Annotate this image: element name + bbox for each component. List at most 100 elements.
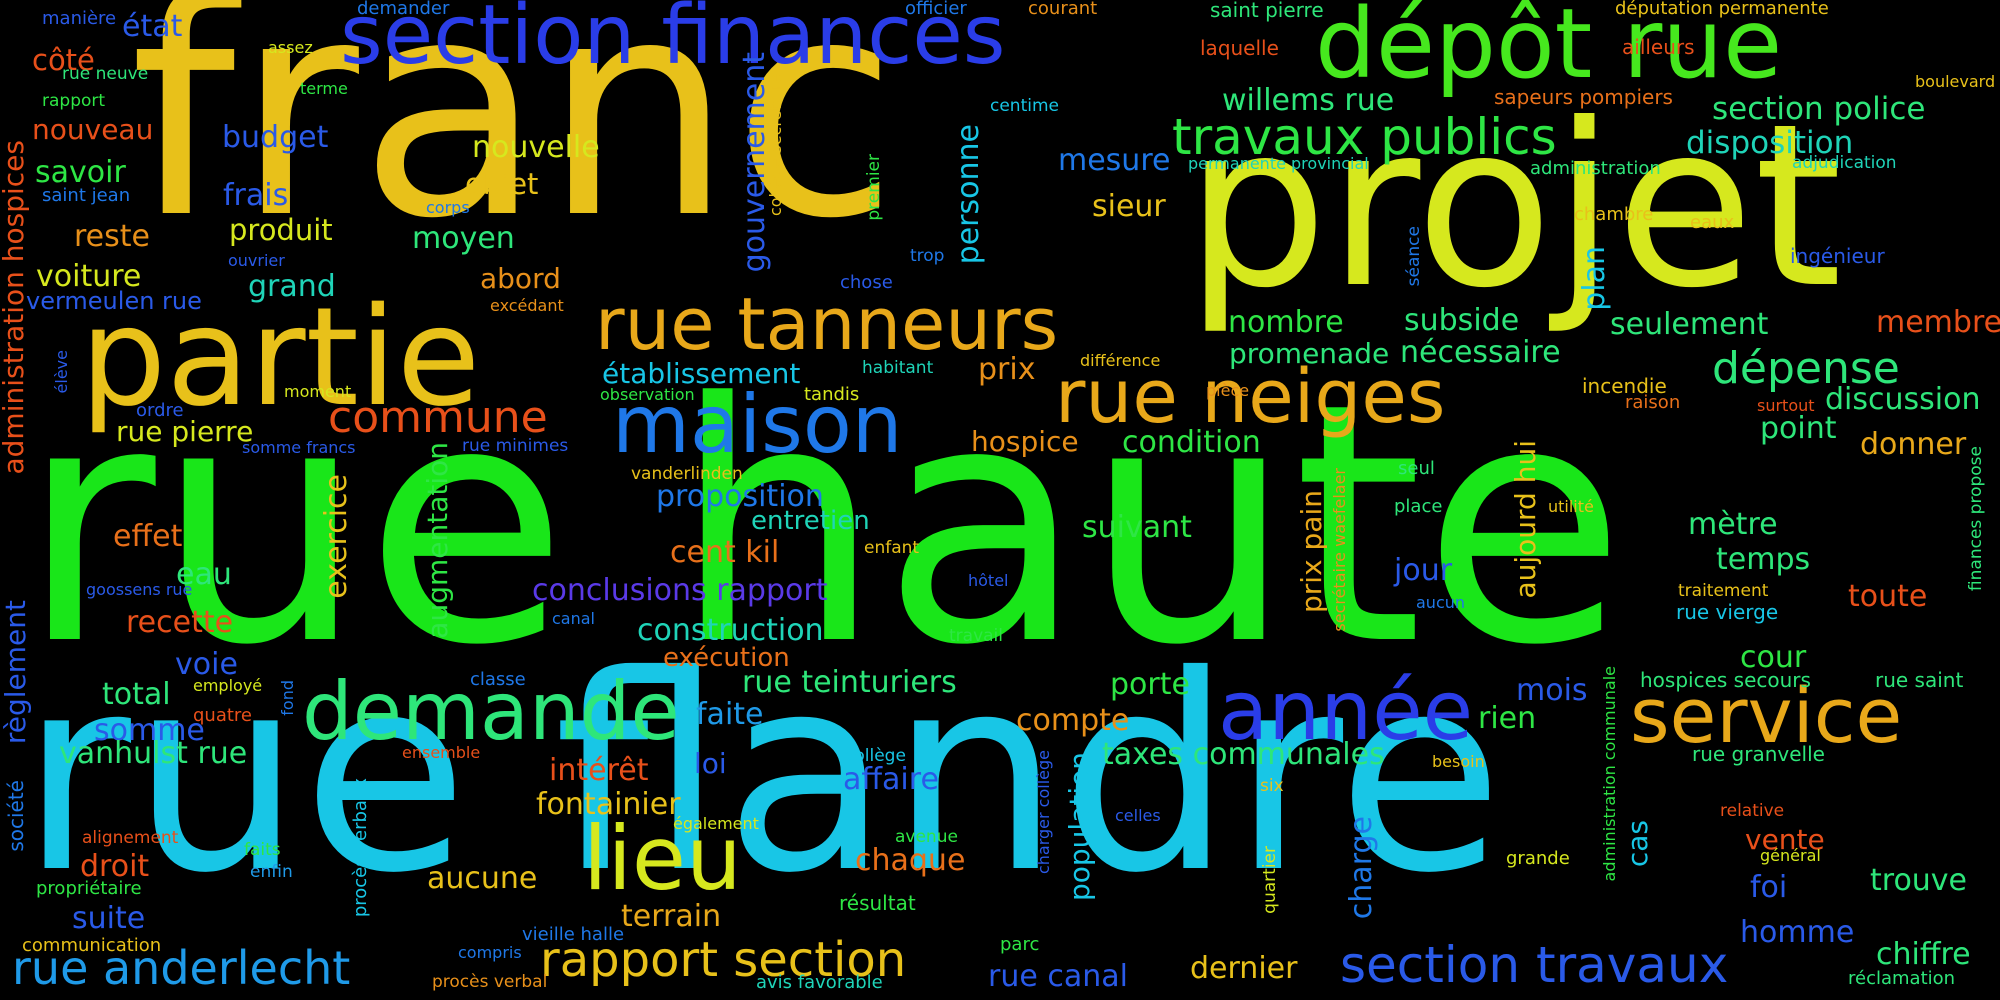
word-nombre: nombre	[1228, 305, 1344, 340]
word-saint-pierre: saint pierre	[1210, 0, 1324, 22]
word-ailleurs: ailleurs	[1622, 35, 1695, 59]
word-assez: assez	[268, 38, 313, 57]
word-vente: vente	[1745, 823, 1825, 856]
word-grand: grand	[248, 269, 336, 304]
word-habitant: habitant	[862, 358, 934, 378]
word-chiffre: chiffre	[1876, 937, 1971, 972]
word-loi: loi	[694, 747, 727, 780]
word-rapport: rapport	[42, 91, 106, 111]
word-laquelle: laquelle	[1200, 36, 1279, 60]
word-permanente-provincial: permanente provincial	[1188, 154, 1369, 173]
word-condition: condition	[1122, 425, 1261, 460]
word-partie: partie	[80, 279, 481, 437]
word-projet: projet	[1185, 76, 1843, 338]
word-travail: travail	[949, 626, 1003, 646]
word-recette: recette	[126, 605, 234, 640]
word-besoin: besoin	[1432, 752, 1485, 771]
word-proprietaire: propriétaire	[36, 878, 142, 899]
word-total: total	[102, 677, 171, 712]
word-relative: relative	[1720, 801, 1785, 821]
word-produit: produit	[229, 213, 333, 247]
word-rue-neuve: rue neuve	[62, 64, 149, 84]
word-exercice: exercice	[319, 474, 354, 599]
word-mesure: mesure	[1058, 143, 1171, 178]
word-suite: suite	[72, 901, 146, 936]
word-quatre: quatre	[193, 705, 253, 726]
word-deputation-permanente: députation permanente	[1615, 0, 1829, 19]
word-ordre: ordre	[136, 400, 184, 421]
word-administration: administration	[1530, 158, 1661, 179]
word-maison: maison	[612, 378, 903, 471]
word-affaire: affaire	[843, 762, 939, 797]
word-maniere: manière	[42, 8, 117, 29]
word-cour: cour	[1740, 640, 1807, 675]
word-savoir: savoir	[35, 155, 126, 190]
word-section-finances: section finances	[340, 0, 1006, 83]
word-ensemble: ensemble	[402, 743, 481, 762]
word-toute: toute	[1848, 579, 1928, 614]
word-rue-minimes: rue minimes	[462, 436, 569, 456]
word-augmentation: augmentation	[421, 442, 454, 639]
word-moyen: moyen	[412, 221, 515, 256]
word-jour: jour	[1394, 553, 1453, 588]
word-demande: demande	[302, 665, 680, 758]
word-rue-haute: rue haute	[20, 333, 1626, 717]
word-vermeulen-rue: vermeulen rue	[26, 287, 202, 315]
word-boulevard: boulevard	[1915, 72, 1996, 91]
word-suivant: suivant	[1082, 510, 1192, 545]
word-compte: compte	[1016, 703, 1130, 738]
word-rien: rien	[1478, 701, 1537, 736]
word-prix-pain: prix pain	[1295, 490, 1328, 613]
word-seance: séance	[1404, 226, 1424, 287]
word-avenue: avenue	[895, 827, 958, 847]
word-excedant: excédant	[490, 296, 564, 315]
word-piece: pièce	[1206, 381, 1250, 400]
word-construction: construction	[637, 613, 824, 648]
word-enfin: enfin	[250, 862, 293, 882]
word-lieu: lieu	[583, 807, 742, 910]
word-rue-canal: rue canal	[988, 959, 1128, 994]
word-trop: trop	[910, 246, 945, 266]
word-alignement: alignement	[82, 828, 179, 848]
word-adjudication: adjudication	[1792, 153, 1897, 173]
word-rue-saint: rue saint	[1875, 668, 1964, 692]
word-tandis: tandis	[804, 384, 860, 405]
word-officier: officier	[905, 0, 967, 19]
word-somme: somme	[94, 713, 205, 748]
word-rue-granvelle: rue granvelle	[1692, 742, 1825, 766]
word-corps: corps	[426, 198, 470, 217]
word-commune: commune	[328, 392, 548, 443]
word-vieille-halle: vieille halle	[522, 924, 625, 945]
word-voiture: voiture	[36, 259, 142, 294]
word-voie: voie	[175, 647, 238, 682]
word-prix: prix	[978, 352, 1036, 387]
word-droit: droit	[80, 849, 150, 884]
word-cas: cas	[1621, 820, 1654, 868]
word-interet: intérêt	[549, 753, 649, 788]
word-porte: porte	[1110, 667, 1190, 702]
word-rapport-section: rapport section	[540, 932, 907, 988]
word-membre: membre	[1876, 305, 2000, 340]
word-employe: employé	[193, 676, 263, 695]
word-place: place	[1394, 496, 1443, 517]
word-execution: exécution	[663, 643, 790, 673]
word-classe: classe	[470, 669, 526, 690]
word-promenade: promenade	[1229, 337, 1390, 370]
word-aucun: aucun	[1416, 593, 1466, 612]
word-courant: courant	[1028, 0, 1098, 19]
word-parc: parc	[1000, 934, 1040, 955]
word-rue-anderlecht: rue anderlecht	[12, 941, 351, 995]
word-frais: frais	[223, 178, 289, 213]
word-donner: donner	[1860, 427, 1967, 462]
word-fontainier: fontainier	[536, 787, 681, 822]
word-section-travaux: section travaux	[1340, 936, 1729, 994]
word-rue-pierre: rue pierre	[116, 415, 254, 448]
word-chose: chose	[840, 272, 893, 293]
word-premier: premier	[864, 154, 884, 221]
word-plan: plan	[1577, 246, 1612, 311]
word-moment: moment	[284, 382, 352, 401]
word-hospice: hospice	[971, 425, 1079, 458]
word-ouvrier: ouvrier	[228, 251, 285, 270]
word-conclusions-rapport: conclusions rapport	[532, 573, 828, 608]
word-finances-propose: finances propose	[1966, 446, 1986, 592]
